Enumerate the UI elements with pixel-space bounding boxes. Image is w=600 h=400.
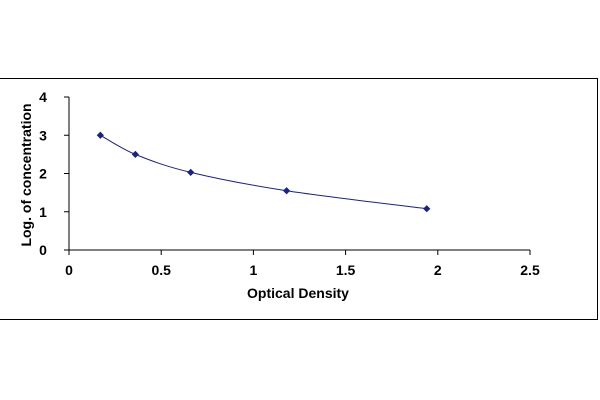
y-tick-label: 1	[39, 204, 47, 220]
axes	[68, 97, 530, 251]
chart-frame	[0, 78, 598, 320]
y-tick-label: 3	[39, 127, 47, 143]
x-tick-label: 0.5	[151, 262, 171, 278]
data-point	[282, 187, 291, 195]
curve-layer	[100, 134, 427, 210]
x-tick-label: 2.5	[520, 262, 540, 278]
trend-curve	[100, 134, 427, 210]
points-layer	[96, 131, 431, 213]
ticks: 0 1 2 3 4 0 0.5 1 1.5 2 2.5	[39, 89, 540, 278]
x-axis-title: Optical Density	[247, 285, 349, 301]
x-tick-label: 1	[250, 262, 258, 278]
data-point	[423, 205, 431, 213]
data-point	[187, 168, 195, 176]
y-tick-label: 4	[39, 89, 47, 105]
data-point	[131, 150, 139, 158]
data-point	[96, 131, 104, 139]
y-tick-label: 0	[39, 242, 47, 258]
y-axis-title: Log. of concentration	[18, 103, 34, 246]
x-tick-label: 2	[434, 262, 442, 278]
y-tick-label: 2	[39, 166, 47, 182]
x-tick-label: 0	[65, 262, 73, 278]
x-tick-label: 1.5	[336, 262, 356, 278]
